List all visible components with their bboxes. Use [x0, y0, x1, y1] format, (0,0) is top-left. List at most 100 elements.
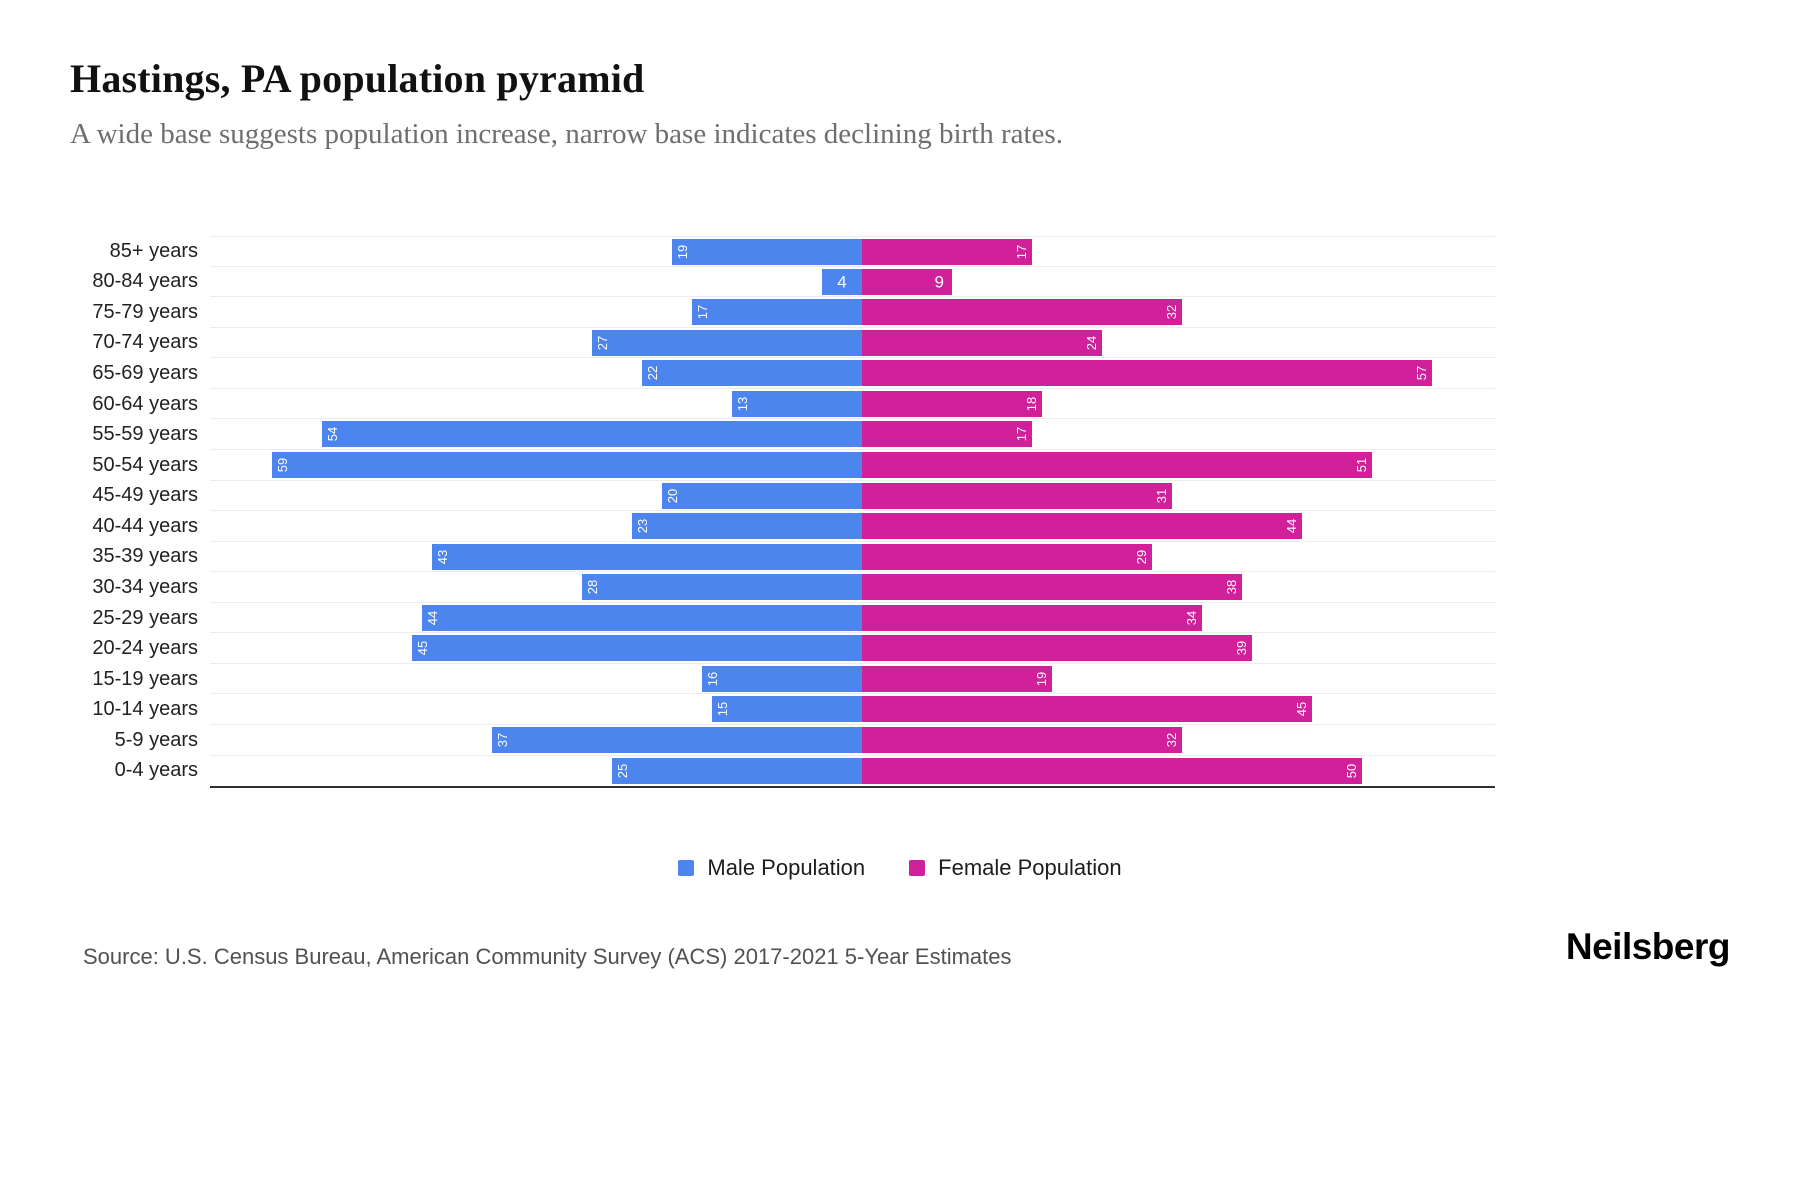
male-bar-value: 43: [435, 549, 450, 564]
male-bar-value: 17: [695, 304, 710, 320]
female-bar-value: 39: [1234, 641, 1249, 656]
female-bar[interactable]: 57: [862, 360, 1432, 387]
female-bar[interactable]: 19: [862, 665, 1052, 692]
male-bar[interactable]: 19: [672, 239, 862, 265]
row-plot-area: 27 24: [210, 328, 1495, 359]
female-bar-value: 44: [1284, 518, 1299, 534]
female-legend-label: Female Population: [938, 855, 1122, 880]
female-bar-value: 57: [1414, 366, 1429, 381]
female-bar-value: 19: [1034, 671, 1049, 687]
age-axis-label: 30-34 years: [92, 575, 198, 598]
row-plot-area: 44 34: [210, 603, 1495, 634]
legend-item-male[interactable]: Male Population: [678, 855, 865, 881]
age-axis-label: 15-19 years: [92, 667, 198, 690]
female-bar-value: 50: [1344, 763, 1359, 778]
female-bar-value: 17: [1014, 427, 1029, 442]
chart-row: 25-29 years 44 34: [70, 603, 1495, 634]
male-bar-value: 44: [425, 610, 440, 625]
female-bar[interactable]: 44: [862, 513, 1302, 540]
female-bar[interactable]: 32: [862, 727, 1182, 753]
male-bar[interactable]: 44: [422, 604, 862, 631]
female-bar[interactable]: 45: [862, 696, 1312, 723]
male-bar[interactable]: 22: [642, 360, 862, 387]
age-axis-label: 25-29 years: [92, 606, 198, 629]
age-axis-label: 65-69 years: [92, 362, 198, 385]
male-bar[interactable]: 27: [592, 329, 862, 356]
female-bar-value: 17: [1014, 244, 1029, 260]
chart-row: 80-84 years 4 9: [70, 267, 1495, 298]
chart-title: Hastings, PA population pyramid: [70, 56, 645, 101]
age-axis-label: 45-49 years: [92, 484, 198, 507]
male-bar[interactable]: 37: [492, 727, 862, 753]
age-axis-label: 55-59 years: [92, 423, 198, 446]
chart-row: 70-74 years 27 24: [70, 328, 1495, 359]
female-bar[interactable]: 34: [862, 604, 1202, 631]
female-bar[interactable]: 24: [862, 329, 1102, 356]
male-bar[interactable]: 25: [612, 757, 862, 784]
row-plot-area: 54 17: [210, 419, 1495, 450]
row-plot-area: 43 29: [210, 542, 1495, 573]
female-bar[interactable]: 39: [862, 635, 1252, 662]
age-axis-label: 50-54 years: [92, 453, 198, 476]
male-bar-value: 45: [415, 641, 430, 656]
male-bar-value: 28: [585, 579, 600, 595]
female-bar-value: 18: [1024, 396, 1039, 412]
male-bar[interactable]: 13: [732, 390, 862, 417]
male-bar-value: 20: [665, 488, 680, 503]
chart-row: 65-69 years 22 57: [70, 358, 1495, 389]
chart-row: 30-34 years 28 38: [70, 572, 1495, 603]
plot-rows: 85+ years 19 17 80-84 years 4 9 75-79 years 17 3…: [70, 236, 1495, 786]
male-bar[interactable]: 15: [712, 696, 862, 723]
row-plot-area: 22 57: [210, 358, 1495, 389]
male-bar-value: 37: [495, 732, 510, 748]
female-bar[interactable]: 17: [862, 421, 1032, 448]
male-bar[interactable]: 59: [272, 451, 862, 478]
female-bar[interactable]: 18: [862, 390, 1042, 417]
female-bar-value: 51: [1354, 457, 1369, 473]
row-plot-area: 59 51: [210, 450, 1495, 481]
male-bar[interactable]: 23: [632, 513, 862, 540]
age-axis-label: 5-9 years: [114, 728, 198, 751]
chart-row: 50-54 years 59 51: [70, 450, 1495, 481]
female-bar-value: 38: [1224, 579, 1239, 595]
row-plot-area: 45 39: [210, 633, 1495, 664]
female-bar-value: 9: [934, 272, 944, 292]
female-bar[interactable]: 9: [862, 268, 952, 295]
male-bar[interactable]: 20: [662, 482, 862, 509]
female-bar[interactable]: 31: [862, 482, 1172, 509]
age-axis-label: 80-84 years: [92, 270, 198, 293]
female-bar-value: 31: [1154, 488, 1169, 503]
male-bar[interactable]: 16: [702, 665, 862, 692]
neilsberg-logo: Neilsberg: [1565, 926, 1731, 967]
source-attribution: Source: U.S. Census Bureau, American Com…: [83, 944, 1012, 969]
male-bar-value: 16: [705, 671, 720, 687]
female-bar[interactable]: 38: [862, 574, 1242, 601]
legend-item-female[interactable]: Female Population: [909, 855, 1122, 881]
female-bar[interactable]: 51: [862, 451, 1372, 478]
population-pyramid-chart: 85+ years 19 17 80-84 years 4 9 75-79 years 17 3…: [70, 236, 1495, 788]
male-bar[interactable]: 28: [582, 574, 862, 601]
age-axis-label: 75-79 years: [92, 300, 198, 323]
male-bar-value: 19: [675, 244, 690, 260]
chart-row: 85+ years 19 17: [70, 236, 1495, 267]
age-axis-label: 0-4 years: [114, 759, 198, 782]
female-bar[interactable]: 17: [862, 239, 1032, 265]
female-bar[interactable]: 29: [862, 543, 1152, 570]
chart-row: 20-24 years 45 39: [70, 633, 1495, 664]
male-bar[interactable]: 4: [822, 268, 862, 295]
row-plot-area: 15 45: [210, 694, 1495, 725]
male-bar[interactable]: 45: [412, 635, 862, 662]
row-plot-area: 20 31: [210, 481, 1495, 512]
female-bar-value: 32: [1164, 732, 1179, 748]
legend: Male Population Female Population: [0, 855, 1800, 881]
male-bar-value: 15: [715, 702, 730, 717]
male-bar[interactable]: 17: [692, 299, 862, 326]
female-bar[interactable]: 50: [862, 757, 1362, 784]
male-bar-value: 22: [645, 366, 660, 381]
male-bar[interactable]: 54: [322, 421, 862, 448]
male-bar[interactable]: 43: [432, 543, 862, 570]
female-bar[interactable]: 32: [862, 299, 1182, 326]
chart-row: 10-14 years 15 45: [70, 694, 1495, 725]
x-axis-line: [210, 786, 1495, 788]
